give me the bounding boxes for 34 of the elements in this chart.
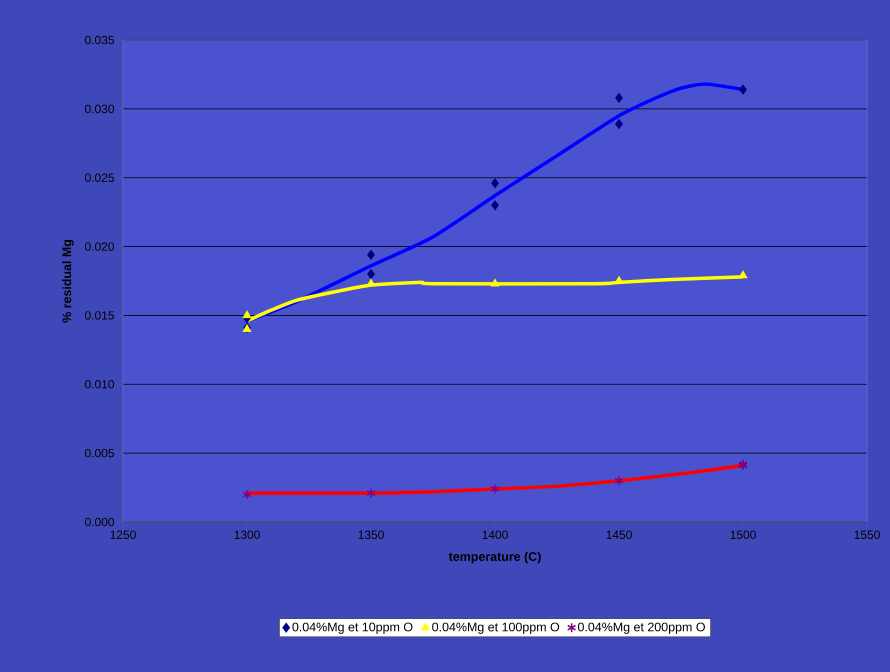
x-tick-label: 1550	[854, 530, 880, 539]
x-tick-label: 1250	[110, 530, 136, 539]
x-axis-title: temperature (C)	[448, 552, 541, 564]
x-tick-label: 1450	[606, 530, 632, 539]
point	[242, 489, 252, 500]
y-tick-label: 0.000	[85, 518, 114, 526]
point	[367, 268, 375, 280]
y-axis-title: % residual Mg	[62, 240, 74, 323]
point	[615, 92, 623, 104]
x-tick-label: 1300	[234, 530, 260, 539]
y-tick-label: 0.005	[85, 448, 114, 458]
x-tick-label: 1400	[482, 530, 508, 539]
point	[490, 484, 500, 494]
point	[367, 250, 375, 260]
point	[242, 310, 252, 318]
point	[366, 488, 376, 498]
y-tick-label: 0.015	[85, 311, 114, 320]
y-tick-label: 0.025	[85, 173, 114, 182]
point	[614, 475, 624, 486]
point	[739, 84, 747, 95]
point	[491, 178, 499, 188]
point	[491, 200, 499, 210]
y-tick-label: 0.035	[85, 36, 114, 44]
point	[615, 118, 623, 130]
x-tick-label: 1350	[358, 530, 384, 539]
y-tick-label: 0.030	[85, 104, 114, 114]
legend-label: 0.04%Mg et 100ppm O	[432, 622, 560, 634]
line-series	[245, 464, 745, 495]
legend-label: 0.04%Mg et 10ppm O	[292, 622, 412, 634]
legend-label: 0.04%Mg et 200ppm O	[578, 622, 705, 634]
x-tick-label: 1500	[730, 530, 756, 539]
y-tick-label: 0.010	[85, 380, 114, 389]
y-tick-label: 0.020	[85, 242, 114, 251]
point	[490, 278, 500, 286]
